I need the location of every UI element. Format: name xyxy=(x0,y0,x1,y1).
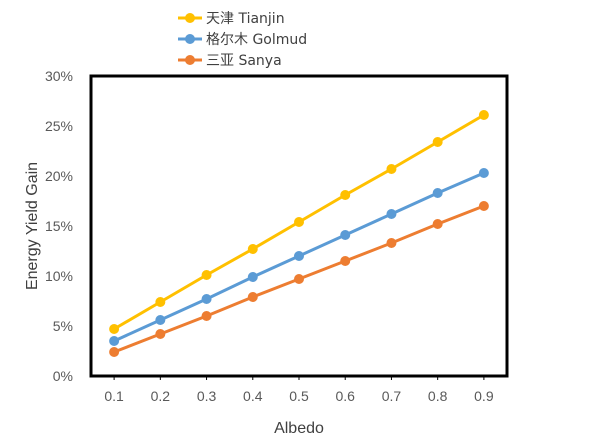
data-point xyxy=(432,188,443,198)
series-2 xyxy=(109,201,489,357)
data-point xyxy=(201,311,212,321)
legend-item: 天津 Tianjin xyxy=(178,11,285,27)
legend-item: 格尔木 Golmud xyxy=(178,32,307,48)
x-tick-label: 0.6 xyxy=(335,388,355,404)
data-point xyxy=(201,270,212,280)
data-point xyxy=(386,164,397,174)
x-tick-label: 0.3 xyxy=(197,388,217,404)
legend-label: 三亚 Sanya xyxy=(206,53,282,69)
data-point xyxy=(432,137,443,147)
legend-label: 格尔木 Golmud xyxy=(206,32,307,48)
data-point xyxy=(155,297,166,307)
data-point xyxy=(386,238,397,248)
series-1 xyxy=(109,168,489,346)
data-point xyxy=(386,209,397,219)
data-point xyxy=(340,190,351,200)
legend-swatch-marker xyxy=(185,55,195,65)
x-tick-labels: 0.1 0.2 0.3 0.4 0.5 0.6 0.7 0.8 0.9 xyxy=(104,376,494,404)
data-point xyxy=(109,347,120,357)
data-point xyxy=(247,292,258,302)
data-point xyxy=(340,256,351,266)
data-point xyxy=(247,272,258,282)
x-tick-label: 0.1 xyxy=(104,388,124,404)
y-tick-label: 15% xyxy=(45,218,73,234)
data-point xyxy=(294,274,304,284)
y-tick-label: 0% xyxy=(53,368,73,384)
legend-swatch-marker xyxy=(185,34,195,44)
x-tick-label: 0.2 xyxy=(151,388,171,404)
y-tick-label: 10% xyxy=(45,268,73,284)
y-axis-label: Energy Yield Gain xyxy=(24,162,41,290)
data-point xyxy=(478,201,489,211)
x-tick-label: 0.9 xyxy=(474,388,494,404)
data-point xyxy=(432,219,443,229)
x-tick-label: 0.5 xyxy=(289,388,309,404)
data-point xyxy=(340,230,351,240)
data-point xyxy=(201,294,212,304)
data-point xyxy=(478,168,489,178)
x-axis-label: Albedo xyxy=(274,420,324,437)
legend-label: 天津 Tianjin xyxy=(206,11,285,27)
y-tick-label: 30% xyxy=(45,68,73,84)
y-tick-label: 25% xyxy=(45,118,73,134)
y-tick-labels: 0% 5% 10% 15% 20% 25% 30% xyxy=(45,68,73,384)
series-layer xyxy=(109,110,489,357)
legend: 天津 Tianjin 格尔木 Golmud 三亚 Sanya xyxy=(178,11,307,69)
x-tick-label: 0.8 xyxy=(428,388,448,404)
legend-item: 三亚 Sanya xyxy=(178,53,282,69)
data-point xyxy=(109,324,120,334)
data-point xyxy=(478,110,489,120)
data-point xyxy=(294,217,304,227)
x-tick-label: 0.4 xyxy=(243,388,263,404)
data-point xyxy=(294,251,304,261)
x-tick-label: 0.7 xyxy=(382,388,402,404)
data-point xyxy=(109,336,120,346)
series-0 xyxy=(109,110,489,334)
data-point xyxy=(247,244,258,254)
legend-swatch-marker xyxy=(185,13,195,23)
data-point xyxy=(155,315,166,325)
y-tick-label: 20% xyxy=(45,168,73,184)
y-tick-label: 5% xyxy=(53,318,73,334)
data-point xyxy=(155,329,166,339)
